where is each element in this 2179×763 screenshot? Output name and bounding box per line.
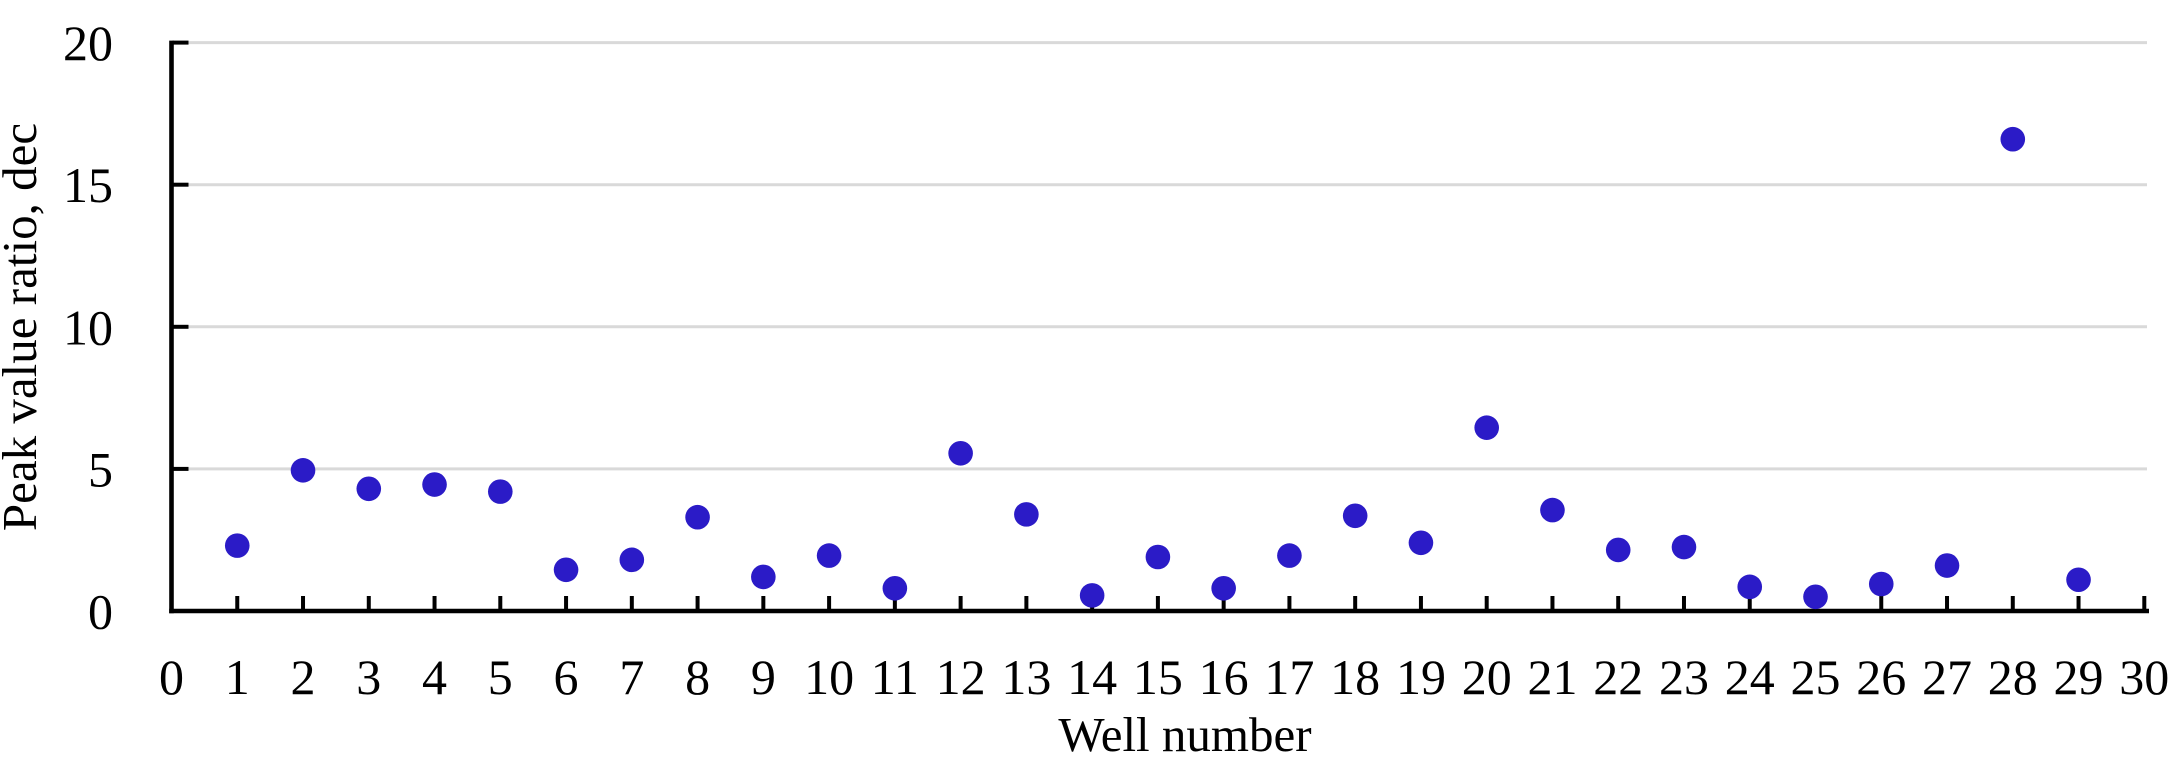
data-point-well-5 bbox=[488, 479, 513, 504]
x-tick-label-4: 4 bbox=[422, 649, 447, 705]
x-tick-label-22: 22 bbox=[1593, 649, 1643, 705]
data-point-well-17 bbox=[1277, 543, 1302, 568]
x-tick-label-13: 13 bbox=[1001, 649, 1051, 705]
data-point-well-24 bbox=[1737, 574, 1763, 600]
data-point-well-8 bbox=[685, 504, 710, 530]
data-point-well-19 bbox=[1408, 530, 1434, 556]
data-point-well-10 bbox=[816, 543, 842, 568]
x-tick-label-17: 17 bbox=[1264, 649, 1314, 705]
data-point-well-7 bbox=[619, 547, 645, 573]
data-point-well-26 bbox=[1868, 571, 1894, 597]
data-point-well-4 bbox=[422, 472, 447, 497]
x-tick-label-2: 2 bbox=[291, 649, 316, 705]
data-point-well-14 bbox=[1079, 583, 1105, 608]
y-tick-label-10: 10 bbox=[63, 299, 113, 355]
x-tick-label-21: 21 bbox=[1527, 649, 1577, 705]
data-point-well-1 bbox=[224, 533, 250, 558]
x-tick-label-5: 5 bbox=[488, 649, 513, 705]
data-point-well-2 bbox=[290, 458, 316, 483]
x-tick-label-1: 1 bbox=[225, 649, 250, 705]
x-tick-label-28: 28 bbox=[1988, 649, 2038, 705]
x-tick-label-16: 16 bbox=[1199, 649, 1249, 705]
data-point-well-25 bbox=[1803, 584, 1828, 610]
x-tick-label-14: 14 bbox=[1067, 649, 1117, 705]
data-point-well-16 bbox=[1211, 575, 1236, 601]
x-tick-label-3: 3 bbox=[356, 649, 381, 705]
x-tick-label-0: 0 bbox=[159, 649, 184, 705]
x-tick-label-7: 7 bbox=[619, 649, 644, 705]
data-point-well-27 bbox=[1934, 553, 1960, 578]
data-point-well-12 bbox=[948, 440, 973, 466]
y-tick-label-15: 15 bbox=[63, 157, 113, 213]
x-tick-label-27: 27 bbox=[1922, 649, 1972, 705]
data-point-well-23 bbox=[1671, 534, 1697, 560]
x-tick-label-24: 24 bbox=[1725, 649, 1775, 705]
x-tick-label-20: 20 bbox=[1462, 649, 1512, 705]
x-tick-label-9: 9 bbox=[751, 649, 776, 705]
x-axis-title: Well number bbox=[1058, 707, 1311, 762]
data-point-well-13 bbox=[1014, 502, 1039, 527]
y-tick-label-0: 0 bbox=[88, 584, 113, 640]
data-point-well-3 bbox=[356, 476, 382, 502]
x-tick-label-11: 11 bbox=[871, 649, 919, 705]
y-axis-title: Peak value ratio, dec bbox=[0, 123, 47, 531]
data-point-well-29 bbox=[2066, 567, 2091, 593]
x-tick-label-15: 15 bbox=[1133, 649, 1183, 705]
data-point-well-11 bbox=[882, 575, 908, 601]
x-tick-label-18: 18 bbox=[1330, 649, 1380, 705]
y-tick-label-5: 5 bbox=[88, 441, 113, 497]
data-point-well-21 bbox=[1540, 497, 1565, 523]
x-tick-label-26: 26 bbox=[1856, 649, 1906, 705]
chart-generated-layer: 0 1 2 3 4 5 6 7 8 9 10 11 12 13 14 15 16 17 18 19 20 21 22 23 24… bbox=[63, 15, 2169, 705]
x-tick-label-29: 29 bbox=[2054, 649, 2104, 705]
data-point-well-20 bbox=[1474, 415, 1499, 440]
data-point-well-28 bbox=[2000, 126, 2026, 152]
y-tick-label-20: 20 bbox=[63, 15, 113, 71]
x-tick-label-19: 19 bbox=[1396, 649, 1446, 705]
x-tick-label-25: 25 bbox=[1791, 649, 1841, 705]
data-point-well-18 bbox=[1342, 503, 1368, 529]
x-tick-label-30: 30 bbox=[2119, 649, 2169, 705]
data-point-well-22 bbox=[1605, 537, 1631, 563]
data-point-well-15 bbox=[1145, 544, 1171, 570]
x-tick-label-12: 12 bbox=[936, 649, 986, 705]
x-tick-label-10: 10 bbox=[804, 649, 854, 705]
x-tick-label-6: 6 bbox=[554, 649, 579, 705]
x-tick-label-8: 8 bbox=[685, 649, 710, 705]
x-tick-label-23: 23 bbox=[1659, 649, 1709, 705]
data-point-well-9 bbox=[751, 564, 776, 590]
data-point-well-6 bbox=[553, 557, 579, 583]
